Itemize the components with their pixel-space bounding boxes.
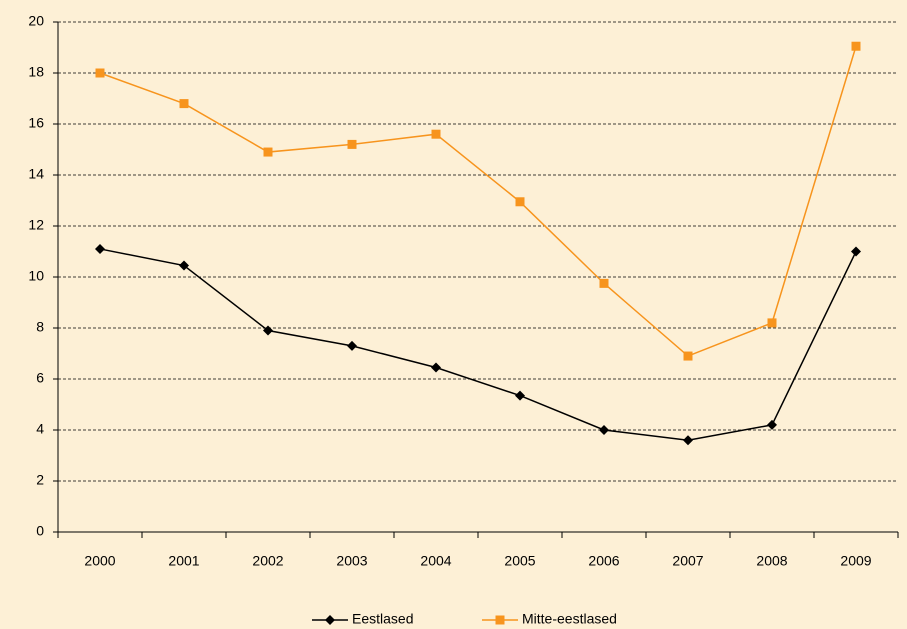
point — [347, 340, 357, 351]
series-line — [99, 248, 857, 441]
y-tick-label: 8 — [36, 319, 44, 335]
x-tick-label: 2005 — [504, 553, 535, 569]
x-tick-label: 2006 — [588, 553, 619, 569]
point — [683, 435, 693, 446]
point — [95, 68, 105, 78]
point — [179, 260, 189, 271]
point — [347, 139, 357, 149]
legend-marker — [495, 615, 505, 625]
x-tick-label: 2002 — [252, 553, 283, 569]
y-tick-label: 16 — [28, 115, 44, 131]
point — [515, 390, 525, 401]
legend-marker — [325, 615, 335, 625]
x-tick-label: 2004 — [420, 553, 451, 569]
legend-label: Mitte-eestlased — [522, 611, 617, 627]
y-tick-label: 10 — [28, 268, 44, 284]
point — [263, 325, 273, 336]
y-tick-label: 12 — [28, 217, 44, 233]
x-tick-label: 2007 — [672, 553, 703, 569]
y-tick-label: 20 — [28, 13, 44, 29]
point — [515, 197, 525, 207]
point — [431, 129, 441, 139]
point — [767, 419, 777, 430]
point — [263, 147, 273, 157]
x-tick-label: 2000 — [84, 553, 115, 569]
point — [851, 246, 861, 257]
point — [683, 351, 693, 361]
y-tick-label: 4 — [36, 421, 44, 437]
point — [599, 278, 609, 288]
point — [95, 243, 105, 254]
legend-label: Eestlased — [352, 611, 413, 627]
y-tick-label: 14 — [28, 166, 44, 182]
y-tick-label: 6 — [36, 370, 44, 386]
y-tick-label: 18 — [28, 64, 44, 80]
x-tick-label: 2008 — [756, 553, 787, 569]
x-tick-label: 2001 — [168, 553, 199, 569]
x-tick-label: 2003 — [336, 553, 367, 569]
point — [599, 425, 609, 435]
point — [431, 362, 441, 373]
point — [851, 41, 861, 51]
point — [179, 99, 189, 109]
y-tick-label: 0 — [36, 523, 44, 539]
x-tick-label: 2009 — [840, 553, 871, 569]
point — [767, 318, 777, 328]
series-line — [99, 46, 857, 357]
y-tick-label: 2 — [36, 472, 44, 488]
